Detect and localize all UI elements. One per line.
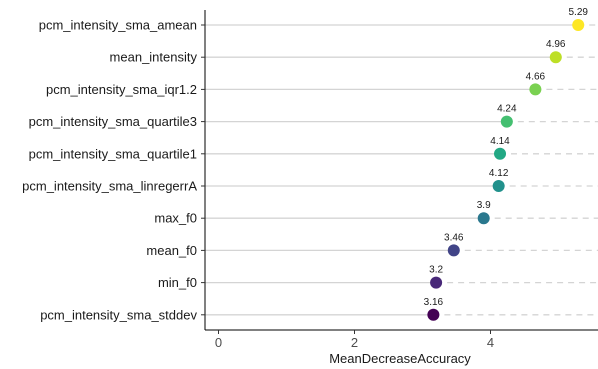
value-label: 4.24 <box>497 104 517 115</box>
data-point <box>447 244 460 257</box>
data-point <box>430 276 443 289</box>
value-label: 3.9 <box>477 200 491 211</box>
value-label: 3.2 <box>429 265 443 276</box>
value-label: 3.46 <box>444 232 464 243</box>
data-point <box>492 180 505 192</box>
data-point <box>477 212 490 225</box>
data-point <box>549 51 562 64</box>
value-labels: 5.29 4.96 4.66 4.24 4.14 4.12 3.9 3.46 3.2 3.16 <box>424 7 589 308</box>
x-tick-label: 4 <box>487 335 494 350</box>
data-point <box>500 115 513 128</box>
x-tick-label: 0 <box>215 335 222 350</box>
data-point <box>572 19 585 31</box>
data-point <box>529 83 542 96</box>
category-label: pcm_intensity_sma_linregerrA <box>22 179 197 194</box>
data-points <box>427 19 585 321</box>
value-label: 4.66 <box>526 71 546 82</box>
value-label: 5.29 <box>568 7 588 18</box>
category-label: pcm_intensity_sma_iqr1.2 <box>46 82 197 97</box>
category-label: mean_f0 <box>146 243 197 258</box>
axes <box>204 10 598 331</box>
x-tick-labels: 0 2 4 <box>215 335 494 350</box>
category-label: pcm_intensity_sma_stddev <box>40 307 197 322</box>
data-point <box>494 147 507 160</box>
value-label: 4.96 <box>546 39 566 50</box>
category-label: pcm_intensity_sma_quartile3 <box>29 114 197 129</box>
y-tick-marks <box>201 24 205 316</box>
x-axis-title: MeanDecreaseAccuracy <box>329 351 471 366</box>
data-point <box>427 308 440 321</box>
x-tick-label: 2 <box>351 335 358 350</box>
category-label: max_f0 <box>154 211 197 226</box>
value-label: 4.12 <box>489 168 509 179</box>
category-label: pcm_intensity_sma_amean <box>39 18 197 33</box>
value-label: 4.14 <box>490 136 510 147</box>
category-label: min_f0 <box>158 275 197 290</box>
category-labels: pcm_intensity_sma_amean mean_intensitypcm… <box>22 18 197 323</box>
category-label: mean_intensity <box>110 50 198 65</box>
x-tick-marks <box>218 330 491 334</box>
value-label: 3.16 <box>424 297 444 308</box>
guide-lines <box>205 24 598 316</box>
category-label: pcm_intensity_sma_quartile1 <box>29 146 197 161</box>
